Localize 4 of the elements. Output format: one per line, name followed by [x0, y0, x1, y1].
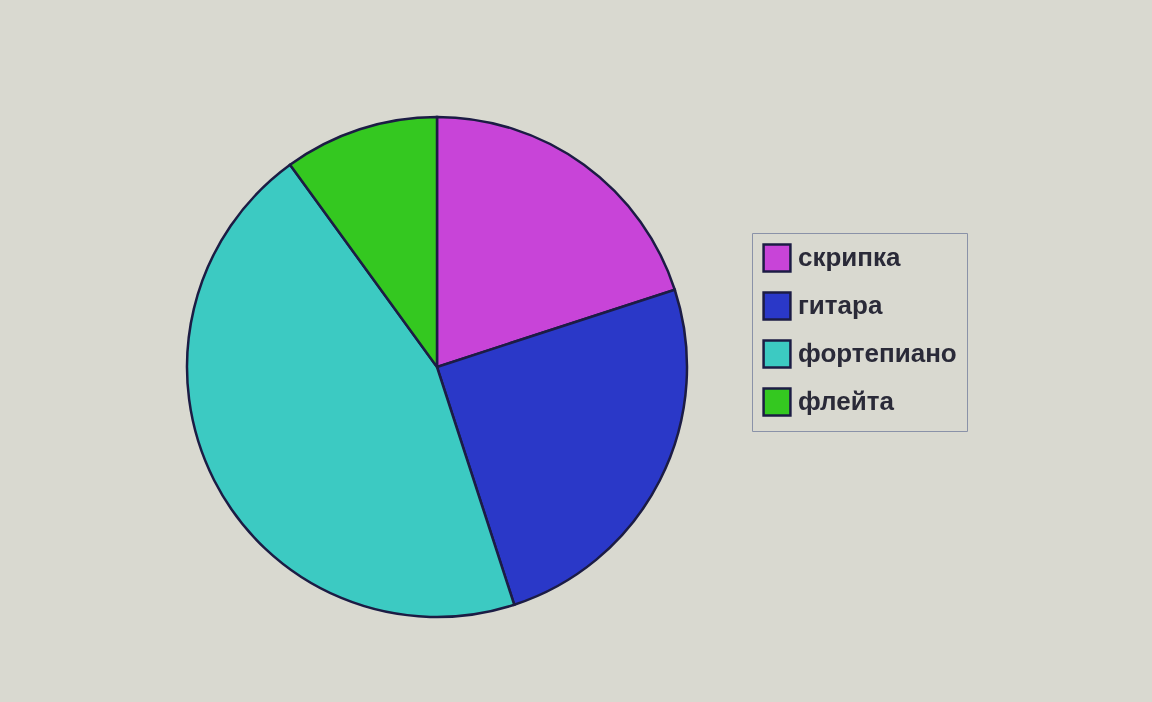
legend-label: флейта: [798, 386, 895, 416]
legend-label: скрипка: [798, 242, 902, 272]
legend-label: фортепиано: [798, 338, 957, 368]
legend-label: гитара: [798, 290, 883, 320]
